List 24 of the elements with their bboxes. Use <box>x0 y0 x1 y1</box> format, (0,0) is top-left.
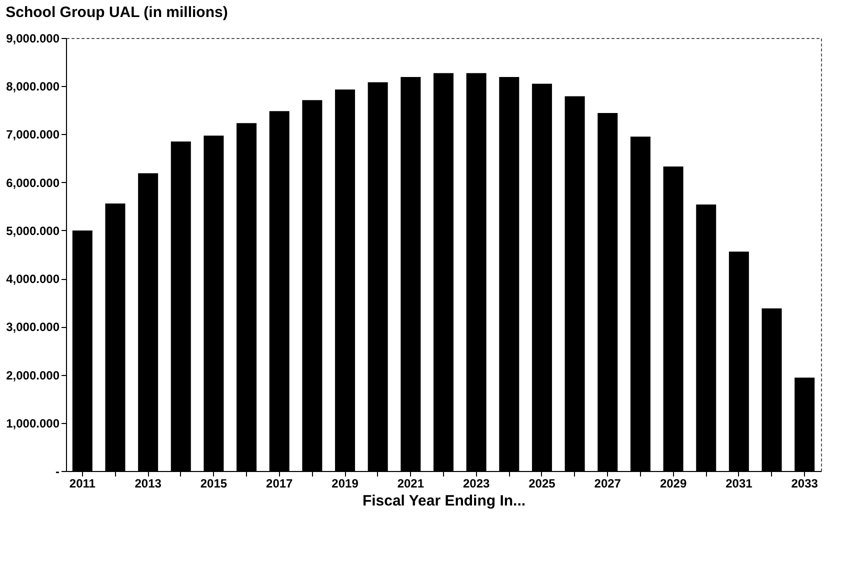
y-tick-label: 5,000.000 <box>6 224 60 238</box>
chart-title: School Group UAL (in millions) <box>6 4 228 21</box>
x-tick-label: 2013 <box>134 476 162 490</box>
y-tick-label: 4,000.000 <box>6 272 60 286</box>
x-tick-label: 2011 <box>69 476 96 490</box>
x-tick-label: 2019 <box>332 476 359 490</box>
x-tick-label: 2027 <box>594 476 622 490</box>
x-tick-label: 2021 <box>397 476 424 490</box>
y-tick-label: 6,000.000 <box>6 176 60 190</box>
y-tick-label: 1,000.000 <box>6 416 60 430</box>
y-tick-label: 2,000.000 <box>6 368 60 382</box>
x-tick-label: 2025 <box>528 476 556 490</box>
x-tick-label: 2029 <box>660 476 687 490</box>
y-tick-label: 9,000.000 <box>6 32 60 46</box>
y-tick-label: 8,000.000 <box>6 80 60 94</box>
x-axis-title: Fiscal Year Ending In... <box>362 492 526 510</box>
x-tick-label: 2033 <box>791 476 818 490</box>
y-tick-label: 3,000.000 <box>6 320 60 334</box>
x-tick-label: 2023 <box>462 476 490 490</box>
y-tick-label: - <box>56 464 60 478</box>
x-tick-label: 2015 <box>200 476 228 490</box>
x-tick-label: 2017 <box>266 476 294 490</box>
y-tick-label: 7,000.000 <box>6 128 60 142</box>
x-tick-label: 2031 <box>726 476 753 490</box>
